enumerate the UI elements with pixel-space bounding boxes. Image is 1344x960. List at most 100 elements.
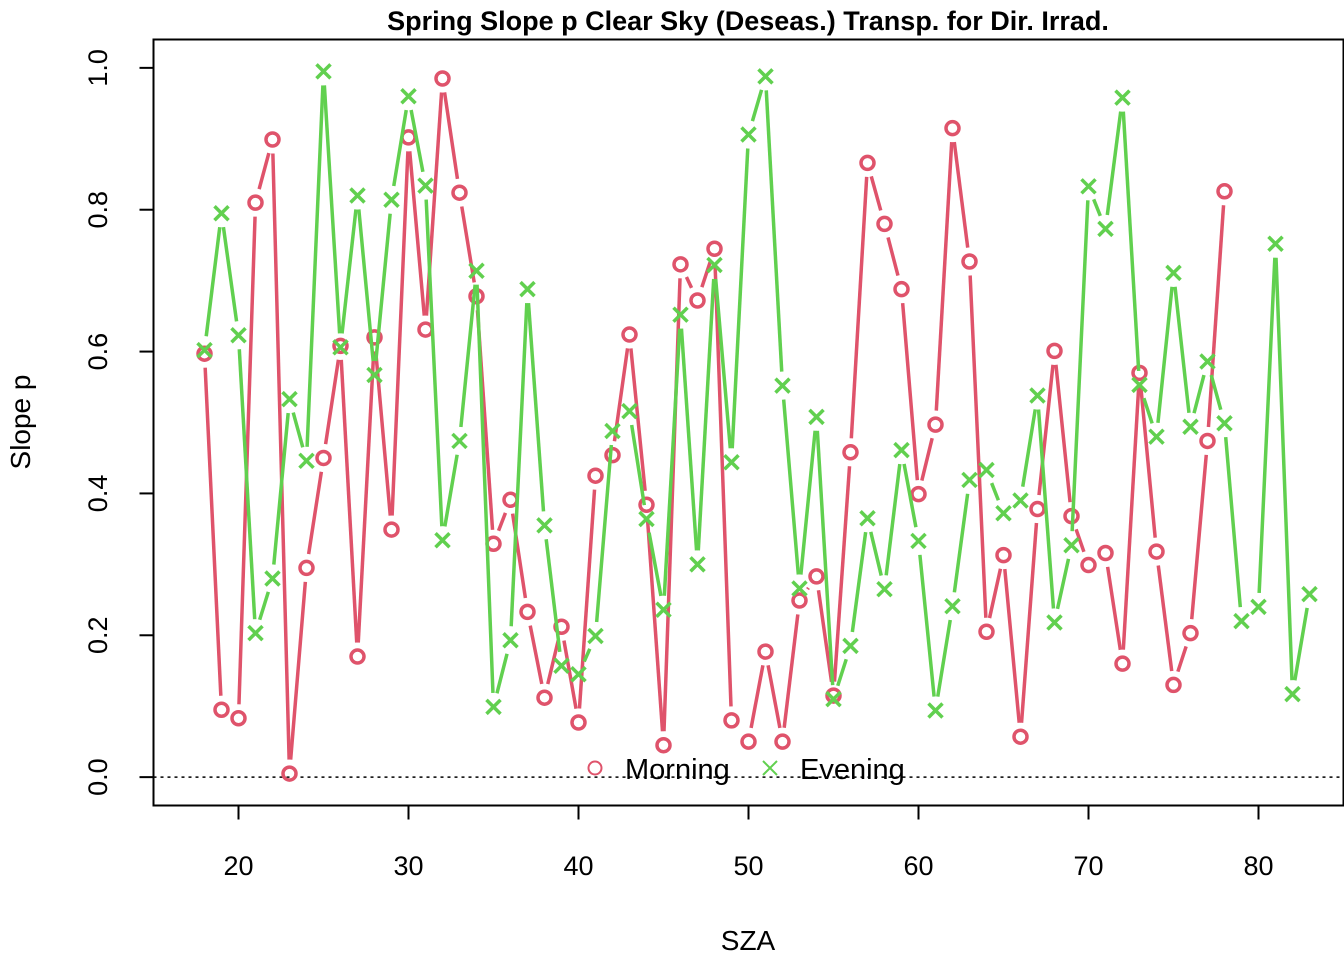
morning-point	[791, 592, 808, 609]
evening-point	[638, 510, 655, 528]
morning-point	[706, 240, 723, 257]
evening-point	[791, 580, 808, 597]
morning-point	[808, 568, 825, 585]
series-evening	[196, 63, 1318, 719]
evening-point	[655, 601, 672, 618]
morning-point	[1046, 342, 1063, 360]
evening-point	[1131, 376, 1148, 394]
morning-point	[825, 687, 842, 704]
evening-point	[468, 262, 485, 279]
evening-point	[876, 580, 893, 598]
morning-segment	[832, 466, 852, 682]
morning-point	[553, 618, 570, 636]
morning-point	[587, 467, 604, 484]
morning-segment	[1206, 205, 1226, 428]
morning-point	[434, 70, 451, 87]
evening-segment	[1055, 558, 1071, 610]
morning-point	[332, 337, 349, 355]
evening-point	[451, 432, 468, 450]
evening-point	[417, 177, 434, 194]
morning-point	[247, 194, 264, 211]
morning-point	[264, 131, 281, 148]
morning-segment	[271, 153, 291, 760]
evening-point	[1080, 178, 1097, 195]
evening-segment	[237, 349, 257, 620]
morning-point	[519, 603, 536, 621]
morning-point	[910, 485, 927, 503]
morning-segment	[562, 640, 578, 710]
y-tick-label: 0.2	[83, 617, 113, 655]
morning-point	[655, 736, 672, 754]
evening-segment	[340, 209, 358, 334]
evening-segment	[1021, 409, 1037, 487]
evening-point	[1267, 235, 1284, 253]
morning-point	[451, 184, 468, 201]
morning-segment	[356, 351, 376, 643]
morning-segment	[1189, 454, 1209, 620]
morning-point	[502, 491, 519, 509]
evening-point	[519, 280, 536, 298]
evening-segment	[952, 493, 970, 593]
evening-segment	[392, 109, 408, 187]
x-tick-label: 30	[393, 851, 423, 881]
evening-point	[247, 624, 264, 642]
evening-segment	[526, 302, 546, 512]
evening-point	[1216, 414, 1233, 432]
morning-point	[621, 326, 638, 343]
morning-point	[638, 496, 655, 514]
evening-point	[587, 627, 604, 645]
morning-point	[1148, 543, 1165, 560]
legend-evening-symbol	[762, 760, 778, 776]
morning-segment	[203, 367, 223, 696]
evening-point	[825, 690, 842, 708]
evening-point	[570, 666, 587, 683]
morning-segment	[806, 586, 810, 591]
morning-segment	[1074, 528, 1086, 553]
evening-segment	[836, 658, 848, 687]
morning-segment	[496, 512, 508, 532]
morning-point	[740, 733, 757, 750]
x-tick-label: 50	[733, 851, 763, 881]
evening-point	[1148, 428, 1165, 445]
evening-point	[927, 702, 944, 719]
morning-segment	[1003, 568, 1021, 723]
evening-point	[978, 461, 995, 479]
morning-segment	[442, 92, 460, 180]
evening-segment	[257, 591, 271, 621]
x-tick-label: 70	[1073, 851, 1103, 881]
evening-segment	[582, 648, 592, 663]
morning-point	[672, 256, 689, 273]
morning-point	[1080, 556, 1097, 574]
chart-title: Spring Slope p Clear Sky (Deseas.) Trans…	[387, 6, 1109, 36]
morning-segment	[700, 261, 712, 288]
morning-segment	[257, 152, 271, 190]
series-layer	[196, 63, 1318, 782]
morning-segment	[886, 237, 900, 277]
morning-point	[995, 546, 1012, 564]
morning-segment	[1176, 645, 1188, 673]
evening-point	[298, 452, 315, 470]
evening-segment	[850, 531, 868, 633]
morning-segment	[749, 665, 765, 729]
morning-segment	[460, 206, 476, 283]
evening-point	[315, 63, 332, 80]
morning-segment	[629, 348, 647, 492]
morning-segment	[900, 302, 920, 481]
evening-segment	[869, 531, 883, 576]
evening-segment	[902, 463, 918, 528]
y-tick-label: 0.0	[83, 758, 113, 796]
evening-point	[502, 632, 519, 649]
evening-point	[604, 422, 621, 440]
legend-evening-label: Evening	[800, 754, 905, 786]
morning-point	[349, 648, 366, 665]
evening-point	[1097, 220, 1114, 238]
evening-segment	[1209, 374, 1223, 411]
evening-point	[808, 408, 825, 426]
evening-point	[349, 187, 366, 204]
morning-segment	[528, 625, 544, 685]
morning-segment	[339, 359, 359, 643]
x-tick-label: 60	[903, 851, 933, 881]
evening-segment	[696, 278, 716, 551]
evening-segment	[272, 412, 290, 565]
evening-point	[1046, 614, 1063, 631]
